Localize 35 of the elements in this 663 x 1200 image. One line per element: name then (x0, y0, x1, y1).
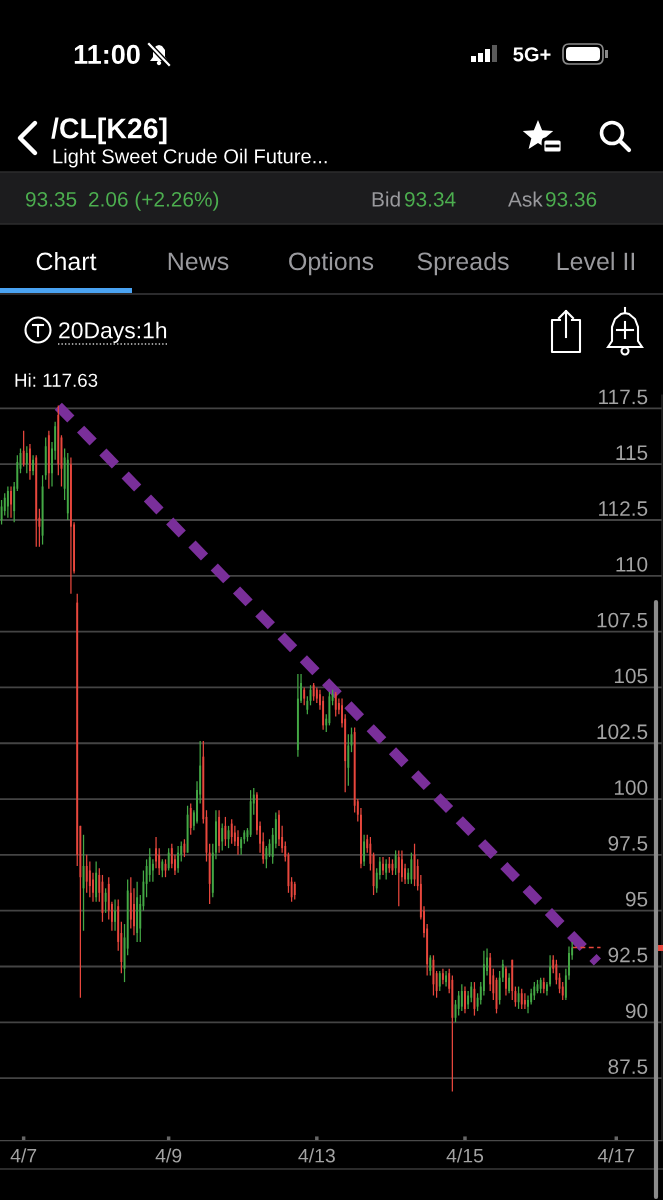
y-tick-label: 95 (625, 891, 648, 907)
y-tick-label: 87.5 (608, 1059, 648, 1074)
text: 11:00 (74, 44, 140, 65)
chart-subtitle: Light Sweet Crude Oil Future... (53, 148, 327, 168)
y-tick-label: 112.5 (599, 501, 648, 516)
text: Spreads (417, 251, 509, 276)
text: Bid (372, 191, 400, 207)
x-tick-label: 4/9 (155, 1148, 182, 1163)
text: 5G+ (513, 47, 551, 62)
text: 93.35 (25, 191, 77, 207)
text: 20Days:1h (59, 321, 167, 344)
text: 2.06 (+2.26%) (89, 191, 219, 211)
y-tick-label: 107.5 (597, 612, 648, 628)
text: 93.36 (545, 191, 597, 207)
y-tick-label: 90 (625, 1003, 648, 1019)
y-tick-label: 92.5 (608, 947, 648, 963)
x-tick-label: 4/17 (597, 1148, 635, 1163)
x-tick-label: 4/7 (10, 1148, 37, 1163)
y-tick-label: 115 (616, 445, 648, 461)
text: Level II (557, 251, 634, 271)
chart-title: /CL[K26] (51, 117, 167, 145)
y-tick-label: 100 (614, 780, 648, 795)
x-tick-label: 4/15 (446, 1148, 484, 1163)
text: Ask (508, 191, 543, 207)
text: Chart (36, 251, 97, 271)
y-tick-label: 110 (616, 556, 648, 572)
y-tick-label: 102.5 (597, 724, 648, 740)
y-tick-label: 105 (614, 668, 648, 684)
x-tick-label: 4/13 (298, 1148, 335, 1163)
y-tick-label: 97.5 (608, 835, 648, 851)
text: Options (289, 251, 374, 276)
text: 93.34 (404, 191, 456, 207)
text: News (168, 252, 229, 271)
text: Hi: 117.63 (15, 373, 98, 387)
y-tick-label: 117.5 (599, 389, 648, 405)
